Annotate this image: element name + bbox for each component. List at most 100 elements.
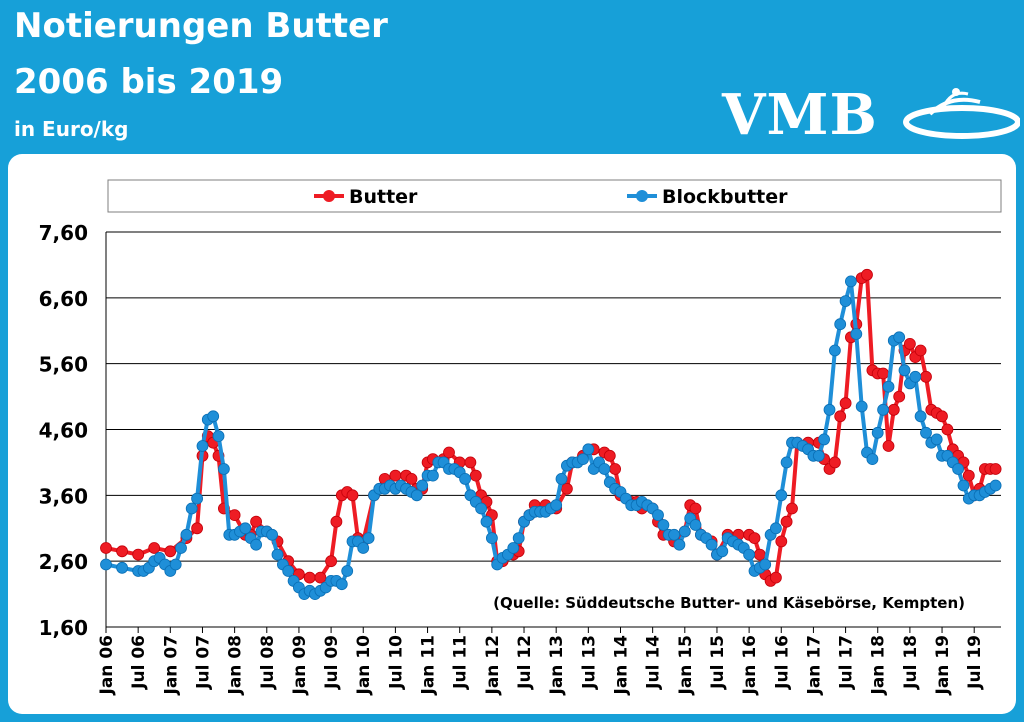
data-point [357, 542, 370, 554]
legend: Butter Blockbutter [107, 179, 1002, 213]
x-tick-label: Jul 08 [258, 635, 278, 690]
series-blockbutter [100, 275, 1002, 600]
y-tick-label: 4,60 [39, 419, 88, 443]
data-point [389, 469, 402, 482]
data-point [652, 509, 664, 521]
x-tick-label: Jul 11 [451, 635, 471, 690]
data-point [748, 532, 761, 544]
data-point [780, 515, 793, 528]
data-point [893, 390, 906, 403]
data-point [116, 561, 128, 574]
data-point [989, 463, 1002, 475]
data-point [941, 423, 954, 436]
data-point [555, 472, 568, 485]
data-point [212, 430, 225, 443]
data-point [716, 545, 729, 558]
data-point [346, 489, 359, 502]
data-point [191, 492, 204, 505]
data-point [877, 403, 889, 416]
y-tick-label: 2,60 [39, 550, 88, 574]
data-point [877, 367, 889, 380]
data-point [485, 532, 498, 544]
data-point [609, 463, 621, 475]
x-tick-label: Jan 06 [97, 635, 117, 695]
data-point [185, 502, 198, 515]
data-point [839, 295, 852, 308]
data-point [116, 545, 128, 558]
data-point [909, 370, 922, 383]
x-tick-label: Jan 19 [933, 635, 953, 695]
x-tick-label: Jul 13 [579, 635, 599, 690]
data-point [834, 318, 847, 331]
y-tick-label: 7,60 [39, 221, 88, 245]
data-point [786, 502, 798, 515]
data-point [705, 538, 718, 551]
data-point [829, 344, 841, 357]
x-tick-label: Jul 19 [965, 635, 985, 690]
data-point [812, 449, 825, 462]
x-tick-label: Jul 12 [515, 635, 535, 690]
data-point [871, 426, 884, 439]
data-point [818, 433, 830, 446]
source-note: (Quelle: Süddeutsche Butter- und Käsebör… [493, 594, 965, 612]
data-point [314, 571, 327, 584]
data-point [507, 542, 520, 554]
data-point [416, 479, 429, 492]
logo-text: VMB [722, 82, 878, 148]
logo-swoosh-icon [903, 88, 1020, 139]
unit-label: in Euro/kg [14, 117, 129, 141]
plot-series [100, 268, 1002, 600]
data-point [855, 400, 868, 413]
x-tick-label: Jul 09 [322, 635, 342, 690]
data-point [175, 542, 187, 554]
chart-subtitle: 2006 bis 2019 [14, 62, 284, 102]
legend-label-butter: Butter [349, 186, 418, 208]
data-point [962, 469, 975, 482]
data-point [893, 331, 906, 344]
data-point [770, 571, 782, 584]
data-point [914, 410, 927, 423]
data-point [169, 558, 182, 571]
data-point [100, 558, 112, 571]
data-point [443, 446, 455, 459]
x-tick-label: Jan 14 [611, 635, 631, 696]
chart-title: Notierungen Butter [14, 6, 388, 46]
data-point [550, 499, 563, 512]
data-point [303, 571, 316, 584]
data-point [164, 545, 177, 558]
data-point [882, 380, 895, 393]
data-point [823, 403, 836, 416]
x-tick-label: Jul 15 [708, 635, 728, 690]
x-tick-label: Jan 18 [869, 635, 889, 695]
data-point [180, 528, 193, 541]
x-tick-label: Jan 11 [419, 635, 439, 695]
data-point [577, 453, 589, 466]
data-point [330, 515, 343, 528]
data-point [512, 532, 525, 544]
data-point [759, 558, 772, 571]
data-point [753, 548, 766, 561]
data-point [845, 275, 857, 288]
data-point [266, 528, 279, 541]
x-tick-label: Jan 17 [804, 635, 824, 695]
data-point [405, 472, 418, 485]
data-point [743, 548, 755, 561]
x-tick-label: Jan 12 [483, 635, 503, 695]
data-point [603, 449, 616, 462]
data-point [598, 463, 611, 475]
data-point [887, 403, 900, 416]
x-tick-label: Jul 07 [193, 635, 213, 690]
y-tick-label: 3,60 [39, 484, 88, 508]
data-point [678, 525, 691, 538]
data-point [914, 344, 927, 357]
data-point [882, 440, 895, 452]
data-point [191, 522, 204, 535]
data-point [228, 509, 241, 521]
data-point [829, 456, 841, 469]
data-point [282, 565, 295, 577]
data-point [920, 370, 932, 383]
data-point [780, 456, 793, 469]
data-point [217, 463, 230, 475]
data-point [148, 542, 161, 554]
